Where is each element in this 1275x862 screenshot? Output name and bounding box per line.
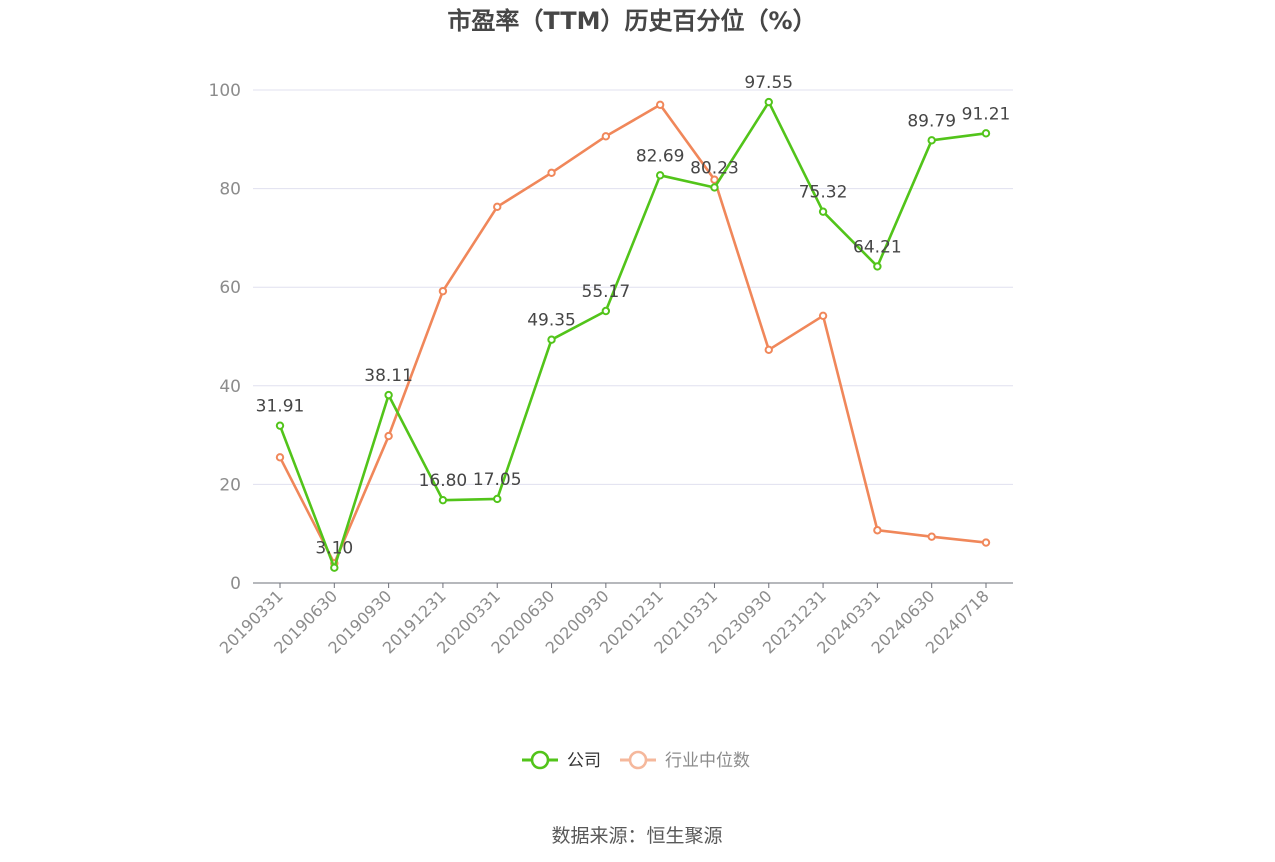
grid-lines [253,89,1013,485]
y-tick-label: 100 [209,81,241,101]
y-tick-label: 80 [219,180,241,200]
y-tick-label: 0 [230,574,241,594]
data-point [873,526,882,535]
data-point [601,306,611,316]
data-label: 16.80 [419,471,468,491]
y-axis: 0 20 40 60 80 100 [209,81,241,594]
data-label: 97.55 [744,73,793,93]
data-point [655,171,665,180]
data-label: 75.32 [799,183,848,203]
series-line-industry-median [278,103,987,565]
data-point [438,286,448,296]
y-tick-label: 60 [219,278,241,298]
data-point [330,563,339,572]
data-label: 31.91 [256,397,305,417]
data-point [981,129,991,138]
data-point [764,97,773,107]
chart-title: 市盈率（TTM）历史百分位（%） [447,7,816,35]
data-point [275,453,285,462]
data-point [818,311,828,320]
data-point [873,262,882,271]
data-point [710,175,719,184]
data-point [547,335,556,344]
data-point [818,207,828,216]
data-label: 3.10 [315,539,353,559]
data-point [493,202,502,212]
data-label: 80.23 [690,158,739,178]
data-point [981,538,991,547]
legend-marker-industry-median [628,750,648,770]
legend-label-company: 公司 [567,751,601,771]
x-axis: 2019033120190630201909302019123120200331… [216,582,1013,657]
data-point [655,100,665,109]
data-point [275,421,285,430]
data-label: 64.21 [853,237,902,257]
data-point [438,495,448,505]
data-point [547,168,556,178]
data-label: 55.17 [582,282,631,302]
data-label: 89.79 [907,111,956,131]
data-point [493,494,502,504]
y-tick-label: 20 [219,475,241,495]
y-tick-label: 40 [219,377,241,397]
data-point [601,132,611,141]
legend[interactable]: 公司 行业中位数 [522,750,750,771]
series-layer [275,97,991,572]
legend-marker-company [530,750,550,770]
data-point [927,136,936,145]
data-source: 数据来源：恒生聚源 [551,825,722,847]
data-label: 38.11 [364,366,413,386]
data-label: 17.05 [473,470,522,490]
data-point [384,431,393,441]
data-point [927,532,936,541]
series-line-company [278,100,987,570]
data-label: 49.35 [527,311,576,331]
data-label: 82.69 [636,146,685,166]
legend-label-industry-median: 行业中位数 [665,751,750,771]
data-point [384,390,393,400]
data-point [764,345,773,355]
data-point [710,183,719,192]
data-label: 91.21 [962,104,1011,124]
